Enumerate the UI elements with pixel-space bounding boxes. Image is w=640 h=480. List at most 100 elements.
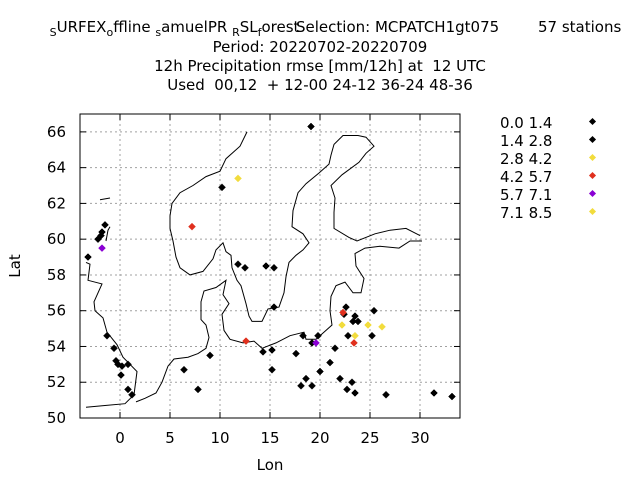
data-point bbox=[124, 385, 132, 394]
y-tick-label: 58 bbox=[47, 266, 66, 284]
data-point bbox=[118, 362, 126, 370]
data-point bbox=[351, 312, 359, 320]
data-point bbox=[368, 331, 376, 340]
data-point bbox=[339, 308, 347, 317]
legend-marker bbox=[588, 207, 597, 216]
title-text: orest bbox=[261, 18, 300, 36]
legend-marker bbox=[588, 189, 597, 198]
period-label: Period: 20220702-20220709 bbox=[212, 38, 428, 56]
y-tick-label: 56 bbox=[47, 302, 66, 320]
title-subscript: R bbox=[232, 26, 240, 39]
data-point bbox=[351, 331, 359, 340]
data-point bbox=[292, 349, 300, 358]
data-point bbox=[218, 183, 226, 192]
coastline bbox=[85, 261, 138, 408]
data-point bbox=[336, 374, 344, 383]
legend-label: 5.7 7.1 bbox=[500, 186, 553, 204]
y-tick-label: 62 bbox=[47, 194, 66, 212]
data-point bbox=[343, 385, 351, 394]
legend-entry: 0.0 1.4 bbox=[500, 114, 620, 132]
data-point bbox=[270, 263, 278, 272]
y-axis-label: Lat bbox=[6, 254, 24, 278]
coastline bbox=[169, 131, 421, 322]
legend-entry: 2.8 4.2 bbox=[500, 150, 620, 168]
y-tick-label: 52 bbox=[47, 373, 66, 391]
data-point bbox=[364, 321, 372, 329]
selection-label: Selection: MCPATCH1gt075 bbox=[296, 18, 500, 36]
data-point bbox=[98, 244, 106, 252]
data-point bbox=[241, 263, 249, 272]
legend-entry: 7.1 8.5 bbox=[500, 204, 620, 222]
x-tick-label: 5 bbox=[165, 429, 175, 447]
data-point bbox=[430, 389, 438, 397]
variable-label: 12h Precipitation rmse [mm/12h] at 12 UT… bbox=[154, 57, 486, 75]
legend-label: 0.0 1.4 bbox=[500, 114, 553, 132]
title-text: ffline bbox=[113, 18, 151, 36]
x-tick-label: 25 bbox=[360, 429, 379, 447]
coastline bbox=[135, 240, 422, 403]
data-point bbox=[338, 321, 346, 329]
data-point bbox=[348, 378, 356, 387]
title-subscript: o bbox=[106, 26, 114, 39]
data-point bbox=[206, 351, 214, 360]
data-point bbox=[302, 374, 310, 383]
y-tick-label: 50 bbox=[47, 409, 66, 427]
x-tick-label: 10 bbox=[210, 429, 229, 447]
x-tick-label: 15 bbox=[260, 429, 279, 447]
used-label: Used 00,12 + 12-00 24-12 36-24 48-36 bbox=[167, 76, 473, 94]
data-point bbox=[268, 365, 276, 374]
data-point bbox=[326, 358, 334, 367]
data-point bbox=[194, 385, 202, 394]
x-tick-label: 30 bbox=[410, 429, 429, 447]
x-axis-label: Lon bbox=[257, 456, 284, 474]
data-point bbox=[84, 253, 92, 261]
title-subscript: S bbox=[49, 26, 57, 39]
y-tick-label: 54 bbox=[47, 337, 66, 355]
data-point bbox=[242, 337, 250, 345]
y-tick-label: 66 bbox=[47, 123, 66, 141]
data-point bbox=[101, 221, 109, 229]
data-point bbox=[307, 122, 315, 131]
data-point bbox=[308, 381, 316, 390]
legend-entry: 5.7 7.1 bbox=[500, 186, 620, 204]
data-point bbox=[234, 174, 242, 183]
data-point bbox=[234, 260, 242, 269]
legend-marker bbox=[588, 153, 597, 162]
legend-label: 7.1 8.5 bbox=[500, 204, 553, 222]
data-point bbox=[351, 389, 359, 397]
title-text: URFEX bbox=[56, 18, 107, 36]
data-point bbox=[188, 222, 196, 231]
data-point bbox=[316, 367, 324, 376]
legend-entry: 1.4 2.8 bbox=[500, 132, 620, 150]
y-tick-label: 64 bbox=[47, 159, 66, 177]
data-point bbox=[312, 339, 320, 347]
data-point bbox=[350, 339, 358, 347]
data-point bbox=[297, 381, 305, 390]
legend-label: 4.2 5.7 bbox=[500, 168, 553, 186]
data-point bbox=[128, 390, 136, 399]
data-point bbox=[314, 331, 322, 340]
legend-marker bbox=[588, 117, 597, 126]
data-point bbox=[382, 390, 390, 399]
station-count: 57 stations bbox=[538, 18, 622, 36]
title-subscript: f bbox=[257, 26, 262, 39]
chart-title-line1: SURFEXoffline samuelPR RSLforest bbox=[0, 18, 640, 39]
x-tick-label: 20 bbox=[310, 429, 329, 447]
data-point bbox=[331, 344, 339, 353]
y-tick-label: 60 bbox=[47, 230, 66, 248]
data-point bbox=[270, 303, 278, 311]
legend-marker bbox=[588, 171, 597, 180]
legend-label: 1.4 2.8 bbox=[500, 132, 553, 150]
data-point bbox=[378, 322, 386, 331]
data-point bbox=[103, 331, 111, 340]
data-point bbox=[448, 392, 456, 401]
title-subscript: s bbox=[155, 26, 162, 39]
x-tick-label: 0 bbox=[115, 429, 125, 447]
data-point bbox=[94, 235, 102, 244]
data-point bbox=[268, 346, 276, 354]
legend: 0.0 1.4 1.4 2.8 2.8 4.2 4.2 5.7 5.7 7.1 7.1 8… bbox=[500, 114, 620, 222]
legend-label: 2.8 4.2 bbox=[500, 150, 553, 168]
data-point bbox=[180, 365, 188, 374]
data-point bbox=[110, 344, 118, 353]
